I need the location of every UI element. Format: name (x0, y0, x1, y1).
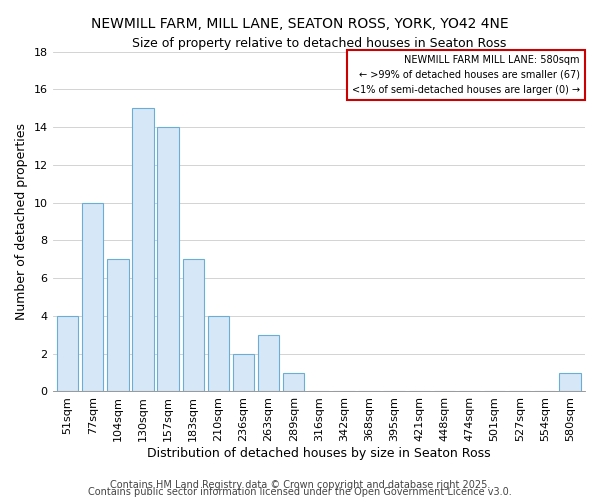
Bar (107, 260, 128, 392)
Bar (208, 316, 229, 392)
Y-axis label: Number of detached properties: Number of detached properties (15, 123, 28, 320)
Title: Size of property relative to detached houses in Seaton Ross: Size of property relative to detached ho… (131, 38, 506, 51)
Text: Contains HM Land Registry data © Crown copyright and database right 2025.: Contains HM Land Registry data © Crown c… (110, 480, 490, 490)
Bar (157, 127, 179, 392)
Text: NEWMILL FARM MILL LANE: 580sqm
← >99% of detached houses are smaller (67)
<1% of: NEWMILL FARM MILL LANE: 580sqm ← >99% of… (352, 55, 580, 94)
Text: Contains public sector information licensed under the Open Government Licence v3: Contains public sector information licen… (88, 487, 512, 497)
Bar (258, 335, 279, 392)
Bar (82, 202, 103, 392)
X-axis label: Distribution of detached houses by size in Seaton Ross: Distribution of detached houses by size … (147, 447, 491, 460)
Bar (182, 260, 204, 392)
Bar (132, 108, 154, 392)
Bar (233, 354, 254, 392)
Text: NEWMILL FARM, MILL LANE, SEATON ROSS, YORK, YO42 4NE: NEWMILL FARM, MILL LANE, SEATON ROSS, YO… (91, 18, 509, 32)
Bar (57, 316, 78, 392)
Bar (283, 372, 304, 392)
Bar (559, 372, 581, 392)
